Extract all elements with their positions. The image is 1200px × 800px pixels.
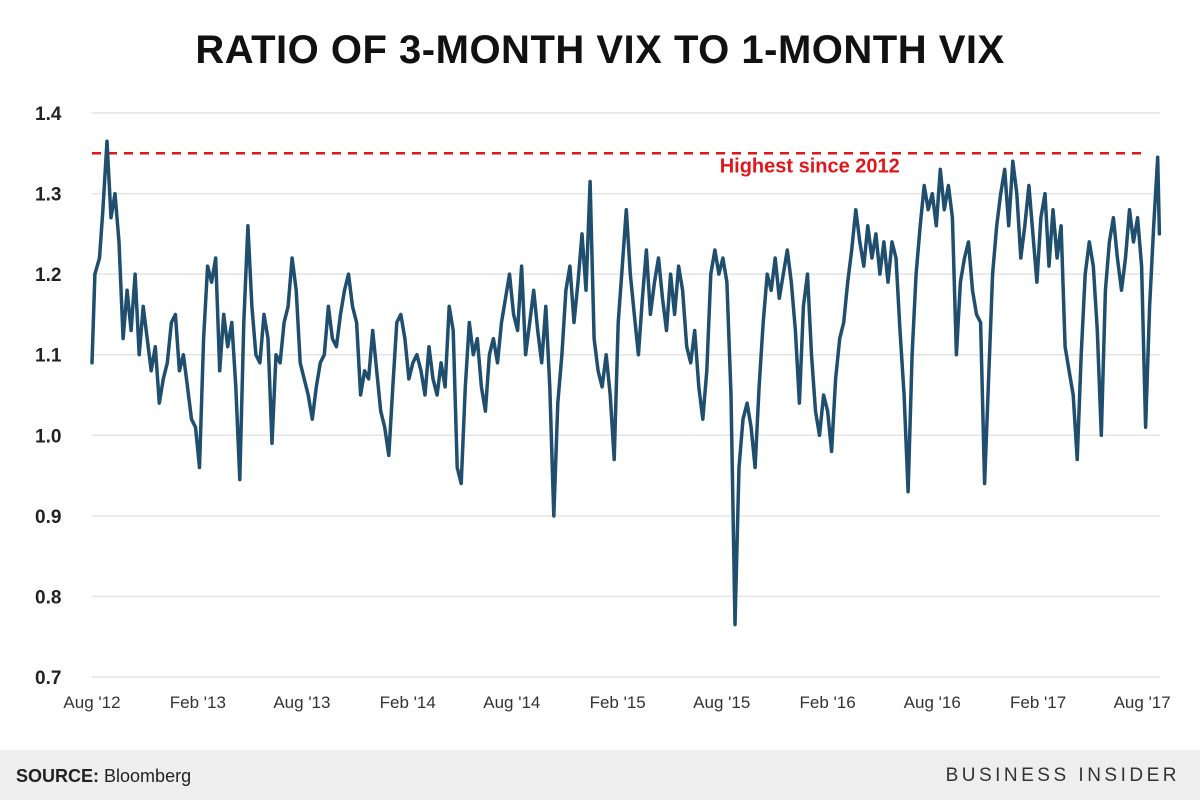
y-tick-label: 0.8 <box>35 587 61 608</box>
y-tick-label: 1.3 <box>35 185 61 206</box>
y-tick-label: 0.9 <box>35 507 61 528</box>
source-value: Bloomberg <box>104 766 192 786</box>
x-tick-label: Feb '17 <box>1010 693 1066 712</box>
chart-title: RATIO OF 3-MONTH VIX TO 1-MONTH VIX <box>195 28 1005 72</box>
x-tick-label: Aug '15 <box>693 693 750 712</box>
x-tick-label: Feb '16 <box>799 693 855 712</box>
x-tick-label: Feb '15 <box>590 693 646 712</box>
y-tick-label: 1.4 <box>35 104 62 125</box>
x-tick-label: Feb '14 <box>380 693 436 712</box>
annotation-label: Highest since 2012 <box>720 155 900 177</box>
y-tick-label: 1.1 <box>35 346 62 367</box>
x-tick-label: Aug '17 <box>1114 693 1171 712</box>
brand-logo: BUSINESS INSIDER <box>945 765 1180 786</box>
line-chart: 0.7 0.8 0.9 1.0 1.1 1.2 1.3 1.4 Aug '12 Feb '13 Au… <box>35 104 1171 712</box>
source-credit: SOURCE: Bloomberg <box>16 766 191 787</box>
y-tick-label: 1.2 <box>35 265 61 286</box>
y-tick-label: 0.7 <box>35 668 61 689</box>
series-line <box>90 139 1162 627</box>
x-tick-label: Aug '14 <box>483 693 540 712</box>
x-tick-label: Aug '16 <box>904 693 961 712</box>
x-tick-label: Feb '13 <box>170 693 226 712</box>
x-tick-label: Aug '13 <box>273 693 330 712</box>
y-tick-label: 1.0 <box>35 426 61 447</box>
source-label: SOURCE: <box>16 766 100 786</box>
footer: SOURCE: Bloomberg BUSINESS INSIDER <box>0 750 1200 800</box>
x-tick-label: Aug '12 <box>63 693 120 712</box>
